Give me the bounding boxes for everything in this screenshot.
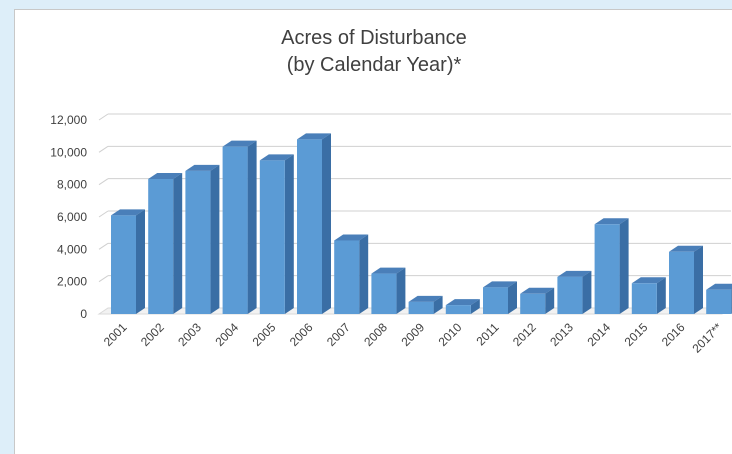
bar-chart: 0 2,000 4,000 6,000 8,000 10,000 12,000 2001 200… xyxy=(50,113,732,356)
chart-title: Acres of Disturbance xyxy=(281,27,467,49)
bar xyxy=(445,305,471,314)
bar xyxy=(222,146,248,314)
x-tick-label: 2003 xyxy=(175,320,204,349)
bar-side xyxy=(470,299,480,314)
x-tick-label: 2005 xyxy=(250,320,279,349)
chart-title-block: Acres of Disturbance (by Calendar Year)* xyxy=(15,25,732,79)
bar xyxy=(185,170,211,314)
bar-top xyxy=(557,270,592,277)
bar xyxy=(111,215,136,314)
bar xyxy=(520,293,546,314)
x-tick-label: 2001 xyxy=(101,320,130,349)
bar-side xyxy=(173,173,183,314)
x-tick-label: 2013 xyxy=(547,320,576,349)
y-tick-label: 0 xyxy=(80,307,87,321)
bar-side xyxy=(396,267,406,314)
bar xyxy=(297,139,322,314)
x-tick-label: 2017** xyxy=(689,320,725,356)
x-tick-label: 2007 xyxy=(324,320,353,349)
bar-side xyxy=(545,287,555,314)
bar-side xyxy=(136,209,145,314)
bar xyxy=(706,289,732,314)
bar-top xyxy=(594,218,629,225)
x-tick-label: 2008 xyxy=(361,320,390,349)
bar-side xyxy=(284,154,294,314)
bar-top xyxy=(669,245,703,252)
x-tick-label: 2006 xyxy=(287,320,316,349)
bar-top xyxy=(297,133,331,140)
bar-side xyxy=(656,277,666,314)
x-tick-label: 2016 xyxy=(659,320,688,349)
y-tick-label: 10,000 xyxy=(50,145,87,159)
bar-side xyxy=(210,164,220,314)
bar-top xyxy=(483,281,517,288)
bar-top xyxy=(148,173,183,180)
bar xyxy=(483,287,508,314)
bar-side xyxy=(322,133,331,314)
y-tick-label: 6,000 xyxy=(57,210,87,224)
bar-top xyxy=(408,295,443,302)
bar xyxy=(594,224,620,314)
bar-side xyxy=(619,218,629,314)
y-tick-label: 8,000 xyxy=(57,178,87,192)
gridline-depth xyxy=(98,275,109,283)
bar-top xyxy=(371,267,406,274)
bar-top xyxy=(520,287,555,294)
bar xyxy=(408,301,434,314)
bar-side xyxy=(359,234,369,314)
y-tick-label: 2,000 xyxy=(57,275,87,289)
bar-side xyxy=(247,140,257,314)
gridline-depth xyxy=(98,113,109,121)
bar-top xyxy=(185,164,220,171)
bar xyxy=(259,160,285,314)
gridline-depth xyxy=(98,242,109,250)
y-tick-label: 4,000 xyxy=(57,242,87,256)
gridline-depth xyxy=(98,210,109,218)
bar-top xyxy=(631,277,666,284)
bar xyxy=(631,283,657,314)
bar xyxy=(669,251,694,314)
bar-side xyxy=(694,245,703,314)
bar xyxy=(148,179,174,314)
x-tick-label: 2015 xyxy=(622,320,651,349)
bar-side xyxy=(433,295,443,314)
x-tick-label: 2009 xyxy=(398,320,427,349)
y-tick-label: 12,000 xyxy=(50,113,87,127)
bar xyxy=(557,276,583,314)
x-tick-label: 2002 xyxy=(138,320,167,349)
bar-top xyxy=(445,299,480,306)
bar xyxy=(371,273,397,314)
bar-top xyxy=(222,140,257,147)
gridline-depth xyxy=(98,178,109,186)
bar-top xyxy=(334,234,369,241)
bar-side xyxy=(582,270,592,314)
chart-subtitle: (by Calendar Year)* xyxy=(286,54,462,76)
bar-top xyxy=(706,283,732,290)
gridline-depth xyxy=(98,145,109,153)
x-tick-label: 2010 xyxy=(436,320,465,349)
x-tick-label: 2014 xyxy=(584,320,613,349)
bar-top xyxy=(259,154,294,161)
x-tick-label: 2004 xyxy=(212,320,241,349)
x-tick-label: 2011 xyxy=(473,320,501,348)
bar-side xyxy=(508,281,517,314)
chart-area: Acres of Disturbance (by Calendar Year)*… xyxy=(14,9,732,454)
x-tick-label: 2012 xyxy=(510,320,539,349)
bar xyxy=(334,240,360,314)
bar-top xyxy=(111,209,145,216)
